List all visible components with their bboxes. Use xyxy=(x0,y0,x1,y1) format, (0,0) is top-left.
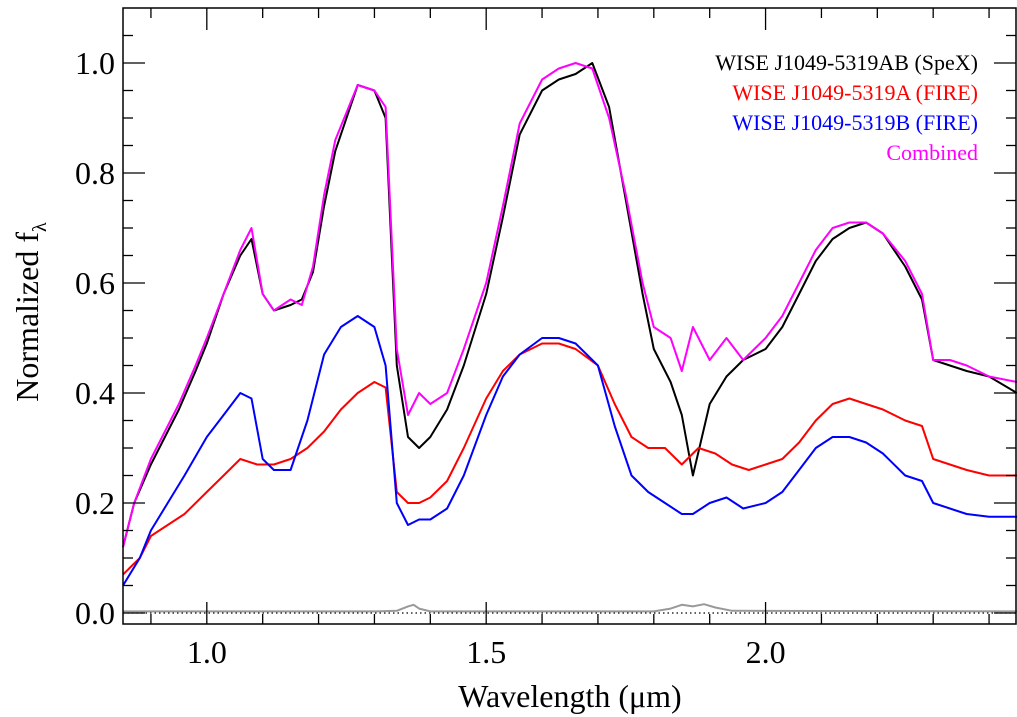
series-lines xyxy=(122,62,1017,613)
y-tick-label: 1.0 xyxy=(75,45,115,81)
axis-ticks xyxy=(123,8,1016,624)
legend-entry-2: WISE J1049-5319B (FIRE) xyxy=(732,110,978,135)
x-tick-label: 1.5 xyxy=(466,634,506,670)
plot-frame xyxy=(122,7,1017,625)
y-axis-label-main: Normalized f xyxy=(9,232,45,402)
legend-entry-0: WISE J1049-5319AB (SpeX) xyxy=(715,50,978,75)
x-axis-label: Wavelength (μm) xyxy=(458,678,681,714)
series-line-3 xyxy=(122,62,1017,548)
legend-entry-1: WISE J1049-5319A (FIRE) xyxy=(732,80,978,105)
y-tick-label: 0.2 xyxy=(75,485,115,521)
tick-labels: 1.0 1.5 2.0 0.0 0.2 0.4 0.6 0.8 1.0 xyxy=(75,45,786,670)
y-axis-label-subscript: λ xyxy=(29,222,51,232)
x-tick-label: 2.0 xyxy=(746,634,786,670)
series-line-2 xyxy=(122,315,1017,587)
x-tick-label: 1.0 xyxy=(187,634,227,670)
y-axis-label: Normalized fλ xyxy=(9,222,51,402)
series-line-1 xyxy=(122,342,1017,576)
y-tick-label: 0.6 xyxy=(75,265,115,301)
axes-frame xyxy=(122,7,1017,625)
y-tick-label: 0.8 xyxy=(75,155,115,191)
series-line-0 xyxy=(122,62,1017,548)
legend-entry-3: Combined xyxy=(886,140,978,165)
y-tick-label: 0.0 xyxy=(75,595,115,631)
y-tick-label: 0.4 xyxy=(75,375,115,411)
series-line-4 xyxy=(123,603,1017,613)
legend: WISE J1049-5319AB (SpeX) WISE J1049-5319A… xyxy=(715,50,978,165)
